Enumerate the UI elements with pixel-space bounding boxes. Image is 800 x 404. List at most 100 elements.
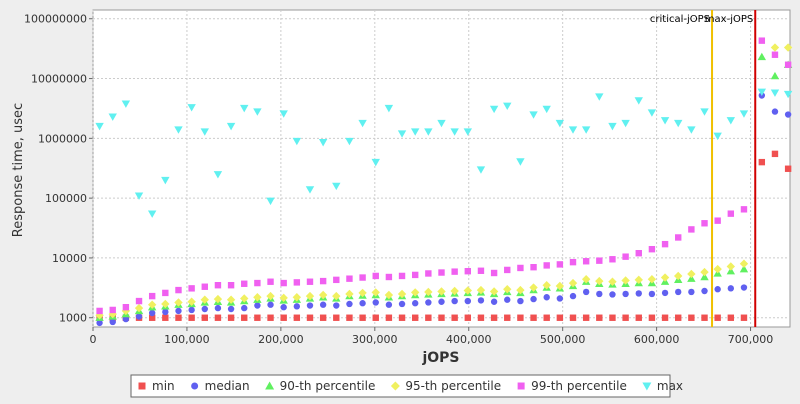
data-point (757, 52, 767, 61)
data-point (450, 128, 459, 136)
legend-label: min (152, 379, 175, 393)
data-point (266, 291, 275, 301)
data-point (438, 269, 445, 276)
data-point (319, 314, 327, 321)
data-point (700, 272, 709, 281)
data-point (318, 290, 328, 300)
data-point (569, 258, 577, 266)
data-point (162, 289, 169, 297)
data-point (188, 306, 195, 314)
data-point (319, 277, 327, 285)
data-point (476, 285, 486, 295)
data-point (240, 104, 249, 113)
data-point (148, 309, 156, 317)
data-point (674, 119, 683, 128)
data-point (424, 287, 433, 297)
legend-label: 99-th percentile (531, 379, 627, 393)
data-point (254, 314, 261, 321)
data-point (517, 314, 524, 321)
data-point (701, 287, 708, 295)
data-point (530, 295, 537, 303)
data-point (740, 206, 748, 213)
data-point (134, 192, 144, 200)
data-point (398, 314, 406, 321)
data-point (306, 278, 314, 285)
data-point (688, 314, 695, 321)
data-point (162, 308, 169, 316)
data-point (771, 108, 779, 115)
data-point (280, 314, 287, 321)
data-point (451, 268, 458, 275)
data-point (109, 306, 116, 314)
data-point (503, 102, 512, 111)
data-point (542, 281, 551, 290)
x-tick-label: 500,000 (540, 333, 586, 346)
data-point (516, 158, 525, 166)
data-point (174, 126, 183, 134)
data-point (175, 286, 182, 294)
data-point (438, 314, 445, 321)
data-point (622, 314, 629, 321)
data-point (385, 301, 393, 308)
data-point (293, 314, 301, 321)
data-point (581, 275, 591, 284)
data-point (293, 279, 301, 286)
data-point (581, 126, 591, 134)
data-point (726, 117, 736, 125)
data-point (464, 314, 472, 321)
data-point (187, 297, 196, 306)
data-point (477, 314, 485, 321)
data-point (359, 314, 366, 321)
data-point (345, 289, 354, 299)
data-point (568, 278, 578, 288)
data-point (595, 276, 604, 286)
data-point (648, 245, 656, 253)
data-point (397, 130, 407, 138)
data-point (647, 275, 657, 284)
data-point (596, 257, 603, 264)
data-point (490, 314, 498, 321)
data-point (293, 303, 301, 310)
y-tick-label: 10000000 (31, 73, 87, 86)
data-point (333, 276, 340, 284)
data-point (292, 293, 302, 302)
data-point (582, 258, 590, 265)
legend-label: 95-th percentile (405, 379, 501, 393)
data-point (687, 126, 696, 134)
data-point (621, 276, 630, 285)
data-point (770, 71, 780, 80)
data-point (556, 295, 564, 302)
data-point (424, 128, 433, 136)
data-point (490, 298, 498, 305)
data-point (674, 271, 683, 281)
data-point (463, 128, 473, 136)
data-point (700, 108, 709, 116)
x-tick-label: 400,000 (446, 333, 492, 346)
x-tick-label: 100,000 (164, 333, 210, 346)
data-point (660, 273, 670, 282)
data-point (134, 303, 144, 313)
data-point (450, 286, 459, 296)
data-point (555, 281, 565, 291)
data-point (489, 105, 499, 114)
data-point (437, 287, 446, 296)
data-point (372, 314, 379, 321)
data-point (213, 294, 223, 304)
data-point (359, 274, 366, 281)
data-point (253, 108, 262, 116)
marker-label: max-jOPS (705, 14, 753, 25)
data-point (121, 100, 131, 108)
data-point (213, 171, 223, 179)
data-point (96, 319, 103, 327)
data-point (634, 97, 643, 105)
y-tick-label: 1000000 (38, 132, 87, 145)
data-point (739, 259, 749, 268)
data-point (201, 305, 208, 313)
data-point (451, 297, 458, 305)
data-point (200, 295, 209, 304)
data-point (267, 301, 274, 308)
data-point (543, 294, 550, 301)
data-point (770, 89, 780, 97)
data-point (226, 122, 236, 131)
data-point (372, 272, 379, 280)
